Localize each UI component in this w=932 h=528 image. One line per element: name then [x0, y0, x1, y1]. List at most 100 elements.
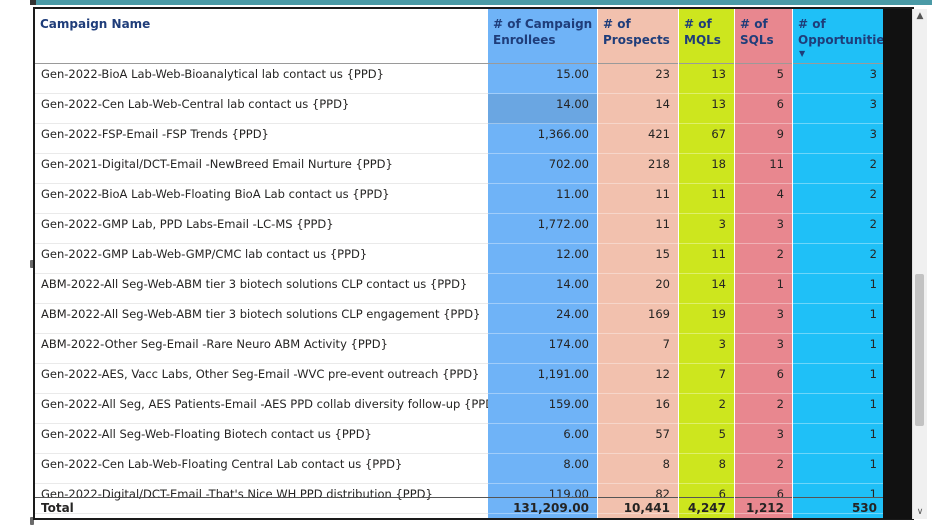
table-cell-sqls[interactable]: 2 [735, 244, 792, 274]
table-cell-opps[interactable]: 3 [793, 124, 885, 154]
table-cell-enrollees[interactable]: 702.00 [488, 154, 597, 184]
table-cell-opps[interactable]: 1 [793, 424, 885, 454]
table-cell-opps[interactable]: 1 [793, 364, 885, 394]
table-cell-mqls[interactable]: 5 [679, 424, 734, 454]
table-cell-opps[interactable]: 2 [793, 214, 885, 244]
table-cell-sqls[interactable]: 6 [735, 364, 792, 394]
table-row-campaign-name[interactable]: Gen-2022-AES, Vacc Labs, Other Seg-Email… [35, 364, 488, 394]
table-row-campaign-name[interactable]: Gen-2022-GMP Lab-Web-GMP/CMC lab contact… [35, 244, 488, 274]
table-cell-prospects[interactable]: 16 [598, 394, 678, 424]
table-cell-prospects[interactable]: 57 [598, 424, 678, 454]
resize-handle-bottom-left[interactable] [30, 517, 34, 525]
table-cell-mqls[interactable]: 11 [679, 244, 734, 274]
table-cell-prospects[interactable]: 11 [598, 214, 678, 244]
vertical-scrollbar[interactable]: ▲ ∨ [912, 9, 927, 519]
table-cell-prospects[interactable]: 14 [598, 94, 678, 124]
table-row-campaign-name[interactable]: Gen-2021-Digital/DCT-Email -NewBreed Ema… [35, 154, 488, 184]
table-cell-prospects[interactable]: 23 [598, 64, 678, 94]
table-cell-sqls[interactable]: 3 [735, 214, 792, 244]
table-cell-opps[interactable]: 3 [793, 64, 885, 94]
table-cell-sqls[interactable]: 2 [735, 394, 792, 424]
table-cell-mqls[interactable]: 8 [679, 454, 734, 484]
table-cell-mqls[interactable]: 18 [679, 154, 734, 184]
table-cell-enrollees[interactable]: 6.00 [488, 424, 597, 454]
table-row-campaign-name[interactable]: Gen-2022-GMP Lab, PPD Labs-Email -LC-MS … [35, 214, 488, 244]
table-cell-opps[interactable]: 1 [793, 484, 885, 514]
table-cell-mqls[interactable]: 14 [679, 274, 734, 304]
scroll-down-arrow-icon[interactable]: ∨ [916, 507, 924, 517]
table-cell-enrollees[interactable]: 24.00 [488, 304, 597, 334]
header-mqls[interactable]: # of MQLs [679, 9, 734, 64]
table-cell-opps[interactable]: 1 [793, 334, 885, 364]
table-row-campaign-name[interactable]: Gen-2022-All Seg, AES Patients-Email -AE… [35, 394, 488, 424]
scrollbar-thumb[interactable] [915, 274, 924, 426]
table-cell-mqls[interactable]: 67 [679, 124, 734, 154]
table-cell-opps[interactable]: 2 [793, 244, 885, 274]
table-cell-sqls[interactable]: 11 [735, 154, 792, 184]
table-cell-sqls[interactable]: 5 [735, 64, 792, 94]
table-cell-sqls[interactable]: 6 [735, 94, 792, 124]
table-cell-mqls[interactable]: 2 [679, 394, 734, 424]
table-cell-prospects[interactable]: 421 [598, 124, 678, 154]
header-campaign-name[interactable]: Campaign Name [35, 9, 488, 64]
table-cell-prospects[interactable]: 218 [598, 154, 678, 184]
table-row-campaign-name[interactable]: Gen-2022-All Seg-Web-Floating Biotech co… [35, 424, 488, 454]
table-cell-prospects[interactable]: 15 [598, 244, 678, 274]
table-cell-mqls[interactable]: 11 [679, 184, 734, 214]
table-row-campaign-name[interactable]: Gen-2022-Cen Lab-Web-Central lab contact… [35, 94, 488, 124]
table-cell-enrollees[interactable]: 15.00 [488, 64, 597, 94]
table-cell-opps[interactable]: 2 [793, 154, 885, 184]
table-row-campaign-name[interactable]: Gen-2022-BioA Lab-Web-Floating BioA Lab … [35, 184, 488, 214]
table-cell-prospects[interactable]: 8 [598, 454, 678, 484]
sort-descending-icon[interactable]: ▼ [799, 49, 806, 58]
table-cell-opps[interactable]: 1 [793, 274, 885, 304]
header-opportunities[interactable]: # of Opportunities [793, 9, 892, 64]
table-cell-mqls[interactable]: 13 [679, 94, 734, 124]
table-cell-sqls[interactable]: 1 [735, 274, 792, 304]
table-cell-enrollees[interactable]: 14.00 [488, 94, 597, 124]
table-cell-enrollees[interactable]: 1,772.00 [488, 214, 597, 244]
table-row-campaign-name[interactable]: ABM-2022-Other Seg-Email -Rare Neuro ABM… [35, 334, 488, 364]
table-cell-prospects[interactable]: 20 [598, 274, 678, 304]
table-cell-sqls[interactable]: 3 [735, 424, 792, 454]
table-cell-enrollees[interactable]: 11.00 [488, 184, 597, 214]
table-cell-sqls[interactable]: 3 [735, 304, 792, 334]
header-prospects[interactable]: # of Prospects [598, 9, 678, 64]
table-cell-prospects[interactable]: 7 [598, 334, 678, 364]
table-row-campaign-name[interactable]: Gen-2022-BioA Lab-Web-Bioanalytical lab … [35, 64, 488, 94]
table-cell-sqls[interactable]: 3 [735, 334, 792, 364]
table-cell-sqls[interactable]: 2 [735, 454, 792, 484]
resize-handle-left[interactable] [30, 260, 34, 268]
table-row-campaign-name[interactable]: Gen-2022-Cen Lab-Web-Floating Central La… [35, 454, 488, 484]
table-row-campaign-name[interactable]: ABM-2022-All Seg-Web-ABM tier 3 biotech … [35, 304, 488, 334]
table-cell-enrollees[interactable]: 1,191.00 [488, 364, 597, 394]
table-cell-prospects[interactable]: 12 [598, 364, 678, 394]
table-row-campaign-name[interactable]: Gen-2022-FSP-Email -FSP Trends {PPD} [35, 124, 488, 154]
table-cell-sqls[interactable]: 6 [735, 484, 792, 514]
table-cell-enrollees[interactable]: 159.00 [488, 394, 597, 424]
table-row-campaign-name[interactable]: ABM-2022-All Seg-Web-ABM tier 3 biotech … [35, 274, 488, 304]
scroll-up-arrow-icon[interactable]: ▲ [916, 11, 924, 21]
table-cell-enrollees[interactable]: 174.00 [488, 334, 597, 364]
table-cell-opps[interactable]: 1 [793, 304, 885, 334]
header-sqls[interactable]: # of SQLs [735, 9, 792, 64]
table-cell-enrollees[interactable]: 12.00 [488, 244, 597, 274]
table-cell-sqls[interactable]: 9 [735, 124, 792, 154]
table-cell-opps[interactable]: 3 [793, 94, 885, 124]
table-cell-opps[interactable]: 1 [793, 394, 885, 424]
table-cell-prospects[interactable]: 169 [598, 304, 678, 334]
table-cell-mqls[interactable]: 6 [679, 484, 734, 514]
table-cell-opps[interactable]: 1 [793, 454, 885, 484]
table-cell-prospects[interactable]: 11 [598, 184, 678, 214]
table-cell-mqls[interactable]: 7 [679, 364, 734, 394]
table-cell-enrollees[interactable]: 8.00 [488, 454, 597, 484]
table-cell-enrollees[interactable]: 14.00 [488, 274, 597, 304]
table-cell-mqls[interactable]: 13 [679, 64, 734, 94]
header-campaign-enrollees[interactable]: # of Campaign Enrollees [488, 9, 597, 64]
table-cell-sqls[interactable]: 4 [735, 184, 792, 214]
table-cell-mqls[interactable]: 3 [679, 334, 734, 364]
table-cell-enrollees[interactable]: 1,366.00 [488, 124, 597, 154]
table-cell-opps[interactable]: 2 [793, 184, 885, 214]
table-cell-mqls[interactable]: 3 [679, 214, 734, 244]
table-cell-mqls[interactable]: 19 [679, 304, 734, 334]
